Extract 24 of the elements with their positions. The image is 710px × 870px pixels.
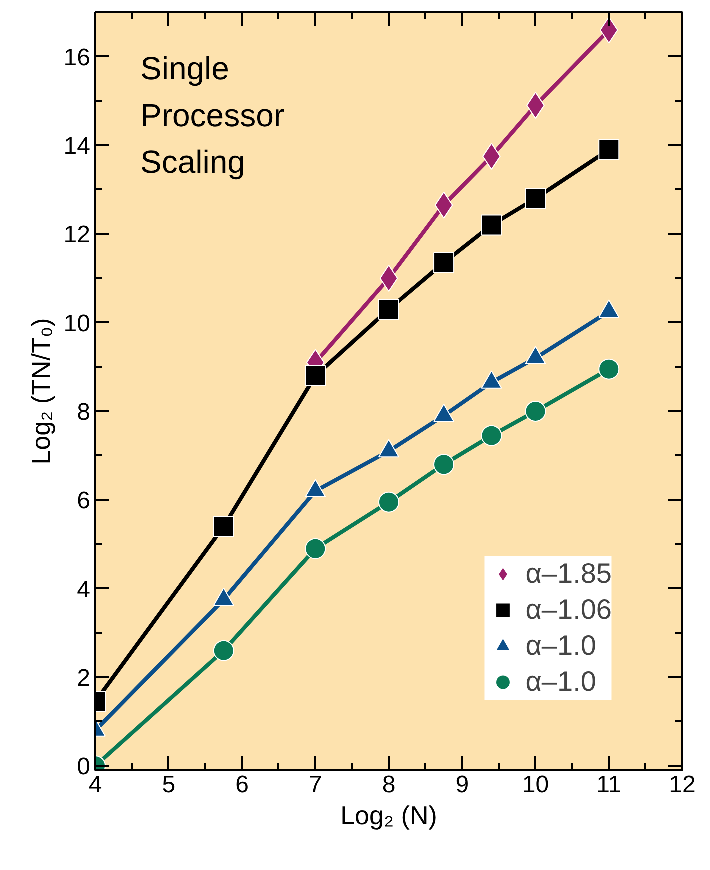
y-tick-label: 14	[64, 132, 91, 160]
legend-label: α–1.06	[526, 594, 612, 626]
y-tick-label: 12	[64, 222, 91, 249]
y-tick-label: 16	[64, 44, 91, 72]
legend-label: α–1.0	[526, 666, 596, 698]
y-tick-label: 4	[77, 576, 91, 604]
annotation: Single Processor Scaling	[140, 50, 285, 180]
x-tick-label: 9	[456, 772, 470, 798]
x-axis-title: Log₂ (N)	[340, 800, 438, 830]
x-tick-label: 7	[308, 772, 322, 798]
y-tick-label: 0	[77, 754, 91, 781]
x-tick-label: 12	[669, 772, 696, 798]
x-tick-label: 6	[236, 772, 249, 798]
y-tick-label: 2	[77, 664, 91, 692]
legend-label: α–1.0	[526, 630, 596, 662]
y-tick-label: 8	[77, 398, 91, 426]
x-tick-label: 5	[162, 772, 176, 798]
y-tick-label: 10	[64, 310, 91, 338]
x-tick-label: 11	[596, 772, 622, 798]
y-tick-label: 6	[77, 488, 91, 515]
y-axis-title: Log₂ (TN/T₀)	[26, 318, 56, 465]
x-tick-label: 8	[382, 772, 396, 798]
x-tick-label: 10	[522, 772, 550, 798]
legend-label: α–1.85	[526, 558, 612, 590]
